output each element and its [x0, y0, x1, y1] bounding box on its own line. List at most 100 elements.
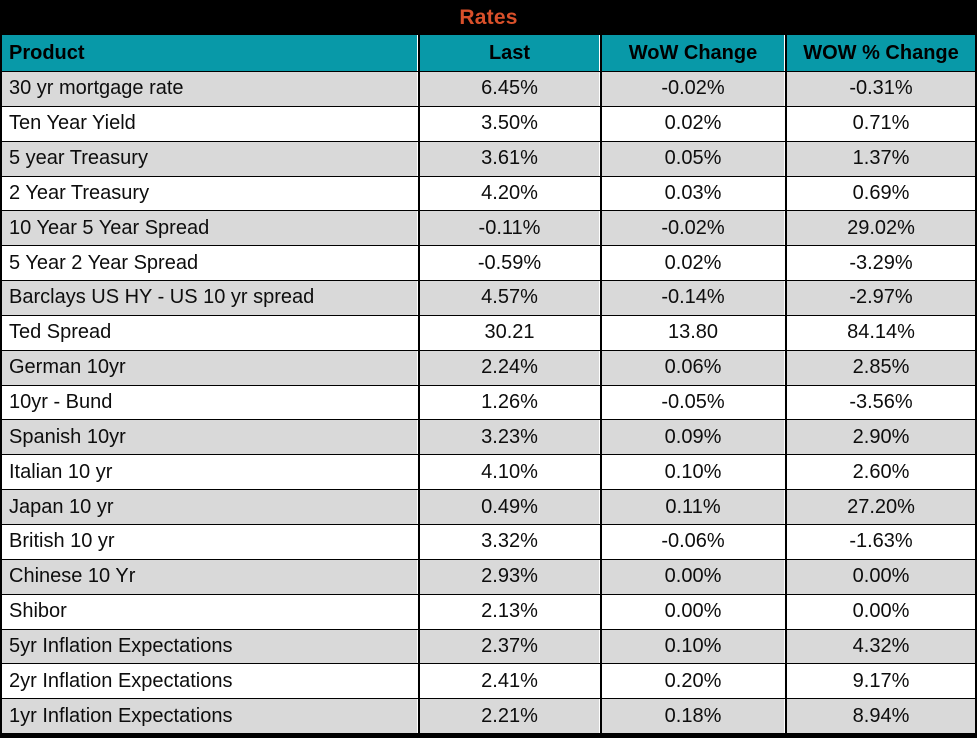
last-value-cell: 2.93%	[418, 559, 600, 594]
wow-change-cell: 0.18%	[600, 699, 785, 734]
wow-change-cell: -0.02%	[600, 72, 785, 106]
wow-pct-change-cell: 1.37%	[785, 141, 975, 176]
last-value-cell: -0.59%	[418, 246, 600, 281]
last-value-cell: 2.41%	[418, 664, 600, 699]
wow-pct-change-cell: 4.32%	[785, 629, 975, 664]
last-value-cell: 3.50%	[418, 106, 600, 141]
table-title: Rates	[459, 5, 518, 29]
table-row: 2 Year Treasury 4.20% 0.03% 0.69%	[2, 175, 975, 211]
product-cell: 1yr Inflation Expectations	[2, 699, 418, 734]
wow-change-cell: 0.11%	[600, 490, 785, 524]
wow-change-cell: 0.00%	[600, 594, 785, 629]
table-header-row: Product Last WoW Change WOW % Change	[2, 35, 975, 72]
table-row: Italian 10 yr 4.10% 0.10% 2.60%	[2, 454, 975, 490]
table-row: Ted Spread 30.21 13.80 84.14%	[2, 314, 975, 350]
column-header-last: Last	[418, 35, 600, 71]
product-cell: Chinese 10 Yr	[2, 559, 418, 594]
wow-pct-change-cell: 0.00%	[785, 559, 975, 594]
last-value-cell: 6.45%	[418, 72, 600, 106]
last-value-cell: 2.13%	[418, 594, 600, 629]
wow-change-cell: -0.02%	[600, 211, 785, 246]
table-row: Spanish 10yr 3.23% 0.09% 2.90%	[2, 419, 975, 455]
wow-pct-change-cell: 0.00%	[785, 594, 975, 629]
wow-pct-change-cell: -3.56%	[785, 385, 975, 420]
table-row: Japan 10 yr 0.49% 0.11% 27.20%	[2, 489, 975, 524]
last-value-cell: 2.37%	[418, 629, 600, 664]
table-row: 10 Year 5 Year Spread -0.11% -0.02% 29.0…	[2, 210, 975, 246]
table-row: 30 yr mortgage rate 6.45% -0.02% -0.31%	[2, 72, 975, 106]
table-row: German 10yr 2.24% 0.06% 2.85%	[2, 349, 975, 385]
wow-change-cell: 0.03%	[600, 176, 785, 211]
wow-change-cell: 0.20%	[600, 664, 785, 699]
product-cell: 5 Year 2 Year Spread	[2, 246, 418, 281]
wow-change-cell: 0.02%	[600, 246, 785, 281]
last-value-cell: 3.32%	[418, 524, 600, 559]
table-row: 10yr - Bund 1.26% -0.05% -3.56%	[2, 384, 975, 420]
last-value-cell: 2.24%	[418, 350, 600, 385]
last-value-cell: 0.49%	[418, 490, 600, 524]
product-cell: Barclays US HY - US 10 yr spread	[2, 281, 418, 315]
wow-pct-change-cell: 0.69%	[785, 176, 975, 211]
last-value-cell: 1.26%	[418, 385, 600, 420]
product-cell: German 10yr	[2, 350, 418, 385]
column-header-product: Product	[2, 35, 418, 71]
table-title-band: Rates	[2, 0, 975, 35]
wow-change-cell: 0.05%	[600, 141, 785, 176]
wow-change-cell: 0.10%	[600, 455, 785, 490]
wow-pct-change-cell: -2.97%	[785, 281, 975, 315]
wow-pct-change-cell: -3.29%	[785, 246, 975, 281]
last-value-cell: 4.57%	[418, 281, 600, 315]
wow-pct-change-cell: -0.31%	[785, 72, 975, 106]
table-row: Barclays US HY - US 10 yr spread 4.57% -…	[2, 280, 975, 315]
product-cell: 5 year Treasury	[2, 141, 418, 176]
last-value-cell: -0.11%	[418, 211, 600, 246]
table-row: British 10 yr 3.32% -0.06% -1.63%	[2, 523, 975, 559]
product-cell: 2yr Inflation Expectations	[2, 664, 418, 699]
wow-change-cell: 0.09%	[600, 420, 785, 455]
last-value-cell: 4.10%	[418, 455, 600, 490]
wow-change-cell: 0.10%	[600, 629, 785, 664]
wow-pct-change-cell: 2.60%	[785, 455, 975, 490]
wow-pct-change-cell: 27.20%	[785, 490, 975, 524]
product-cell: 5yr Inflation Expectations	[2, 629, 418, 664]
wow-pct-change-cell: 2.85%	[785, 350, 975, 385]
last-value-cell: 30.21	[418, 315, 600, 350]
wow-change-cell: 0.00%	[600, 559, 785, 594]
table-row: 5 year Treasury 3.61% 0.05% 1.37%	[2, 140, 975, 176]
product-cell: 30 yr mortgage rate	[2, 72, 418, 106]
wow-pct-change-cell: 2.90%	[785, 420, 975, 455]
table-row: Shibor 2.13% 0.00% 0.00%	[2, 593, 975, 629]
wow-change-cell: -0.14%	[600, 281, 785, 315]
product-cell: Italian 10 yr	[2, 455, 418, 490]
product-cell: British 10 yr	[2, 524, 418, 559]
last-value-cell: 4.20%	[418, 176, 600, 211]
last-value-cell: 3.23%	[418, 420, 600, 455]
product-cell: Japan 10 yr	[2, 490, 418, 524]
wow-pct-change-cell: 0.71%	[785, 106, 975, 141]
wow-change-cell: 13.80	[600, 315, 785, 350]
product-cell: 10 Year 5 Year Spread	[2, 211, 418, 246]
last-value-cell: 3.61%	[418, 141, 600, 176]
table-row: 5 Year 2 Year Spread -0.59% 0.02% -3.29%	[2, 245, 975, 281]
wow-pct-change-cell: 9.17%	[785, 664, 975, 699]
product-cell: Ted Spread	[2, 315, 418, 350]
column-header-wow-pct-change: WOW % Change	[785, 35, 975, 71]
wow-change-cell: -0.06%	[600, 524, 785, 559]
product-cell: Shibor	[2, 594, 418, 629]
product-cell: 2 Year Treasury	[2, 176, 418, 211]
product-cell: 10yr - Bund	[2, 385, 418, 420]
wow-pct-change-cell: 29.02%	[785, 211, 975, 246]
wow-pct-change-cell: -1.63%	[785, 524, 975, 559]
table-row: 1yr Inflation Expectations 2.21% 0.18% 8…	[2, 698, 975, 734]
product-cell: Spanish 10yr	[2, 420, 418, 455]
wow-change-cell: -0.05%	[600, 385, 785, 420]
table-row: 2yr Inflation Expectations 2.41% 0.20% 9…	[2, 663, 975, 699]
table-row: Chinese 10 Yr 2.93% 0.00% 0.00%	[2, 558, 975, 594]
table-row: Ten Year Yield 3.50% 0.02% 0.71%	[2, 105, 975, 141]
wow-pct-change-cell: 84.14%	[785, 315, 975, 350]
column-header-wow-change: WoW Change	[600, 35, 785, 71]
wow-change-cell: 0.02%	[600, 106, 785, 141]
product-cell: Ten Year Yield	[2, 106, 418, 141]
